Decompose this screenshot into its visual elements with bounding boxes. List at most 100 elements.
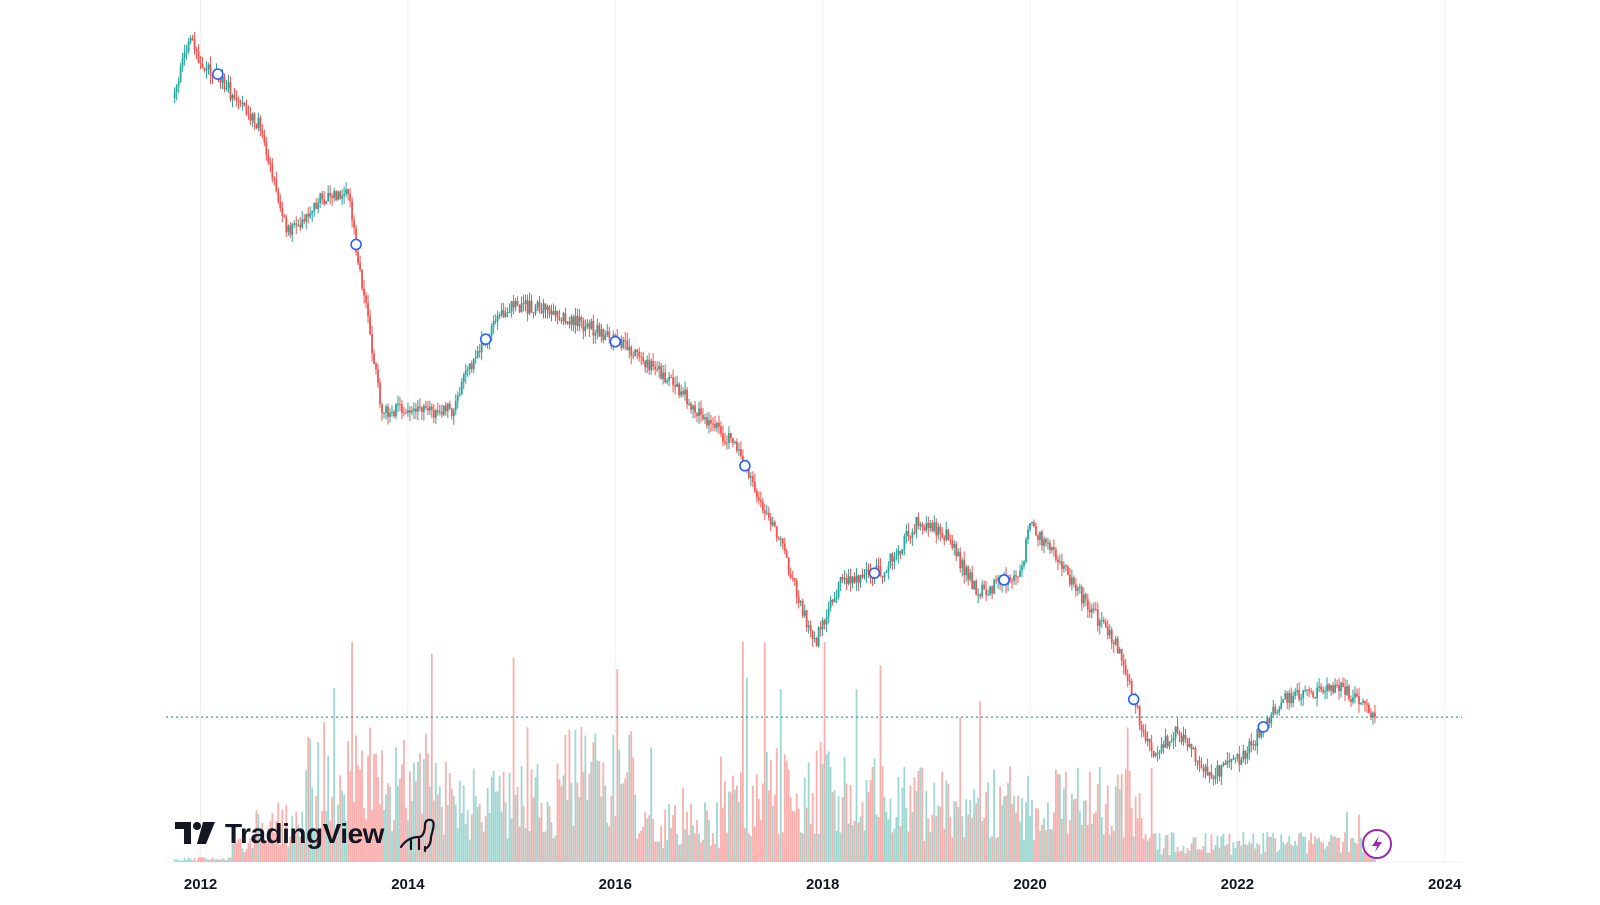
volume-bar <box>1220 836 1223 862</box>
candle-body <box>1094 609 1097 611</box>
volume-bar <box>1342 841 1344 862</box>
candle-body <box>1246 753 1249 759</box>
volume-bar <box>765 751 768 862</box>
volume-bar <box>1202 846 1205 862</box>
candle-body <box>1354 693 1356 698</box>
dividend-marker-icon[interactable] <box>1127 693 1140 706</box>
volume-bar <box>658 841 661 862</box>
candle-body <box>325 201 328 205</box>
candle-body <box>199 62 202 64</box>
volume-bar <box>303 839 306 862</box>
candle-body <box>1100 619 1103 621</box>
volume-bar <box>1114 786 1117 862</box>
candle-body <box>510 301 513 312</box>
volume-bar <box>1007 783 1009 862</box>
candle-body <box>189 38 192 42</box>
candle-body <box>1059 561 1061 563</box>
tradingview-logo[interactable]: TradingView <box>175 818 435 853</box>
volume-bar <box>1212 849 1215 862</box>
candle-body <box>1049 542 1051 550</box>
dividend-markers[interactable] <box>212 68 1270 733</box>
candle-body <box>887 566 890 572</box>
candle-body <box>921 523 924 528</box>
flash-news-icon[interactable] <box>1362 829 1392 859</box>
candle-body <box>927 522 930 529</box>
candle-body <box>827 607 830 617</box>
candle-body <box>732 438 734 443</box>
dividend-marker-icon[interactable] <box>998 574 1010 586</box>
volume-bar <box>634 794 637 862</box>
volume-bar <box>480 821 483 862</box>
volume-bar <box>397 785 399 862</box>
candle-body <box>728 433 730 444</box>
candle-body <box>426 407 429 411</box>
volume-bar <box>630 731 633 862</box>
candle-body <box>506 312 509 314</box>
volume-bar <box>953 801 956 862</box>
volume-bar <box>566 799 569 862</box>
volume-bar <box>269 821 272 862</box>
candle-body <box>757 497 760 501</box>
volume-bar <box>708 820 710 862</box>
volume-bar <box>909 785 912 862</box>
candle-body <box>941 532 944 538</box>
candle-body <box>634 349 637 356</box>
volume-bar <box>935 815 938 862</box>
candle-body <box>1240 759 1243 765</box>
candle-body <box>895 555 898 557</box>
price-pane[interactable] <box>173 31 1376 786</box>
candle-body <box>187 41 190 52</box>
volume-bar <box>331 796 334 862</box>
volume-bar <box>1176 847 1179 862</box>
candle-body <box>580 316 583 321</box>
dividend-marker-icon[interactable] <box>609 335 622 348</box>
volume-bar <box>379 804 381 862</box>
volume-bar <box>997 837 999 862</box>
candle-body <box>381 404 383 414</box>
candle-body <box>283 215 286 218</box>
candle-body <box>1212 777 1215 779</box>
volume-bar <box>652 819 655 862</box>
volume-bar <box>682 787 684 862</box>
volume-bar <box>434 763 437 862</box>
candle-body <box>969 572 972 580</box>
volume-bar <box>185 860 188 862</box>
dividend-marker-icon[interactable] <box>739 459 751 472</box>
volume-bar <box>207 859 210 862</box>
candle-body <box>720 426 722 434</box>
candle-body <box>245 106 248 114</box>
volume-bar <box>913 777 916 862</box>
volume-bar <box>177 860 180 862</box>
candle-body <box>438 411 441 413</box>
volume-bar <box>925 791 928 862</box>
volume-bar <box>877 817 880 862</box>
dividend-marker-icon[interactable] <box>350 238 362 251</box>
dividend-marker-icon[interactable] <box>1257 721 1270 733</box>
volume-bar <box>267 828 270 862</box>
volume-bar <box>199 857 202 862</box>
volume-bar <box>1322 842 1324 862</box>
candle-body <box>1053 547 1055 550</box>
volume-bar <box>299 836 302 862</box>
candle-body <box>877 565 880 567</box>
volume-bar <box>420 813 423 862</box>
candle-body <box>664 372 667 383</box>
volume-bar <box>297 824 300 862</box>
volume-bar <box>582 771 585 862</box>
volume-bar <box>688 835 690 862</box>
candle-body <box>973 580 976 590</box>
volume-bar <box>676 833 678 862</box>
candle-body <box>361 269 363 289</box>
volume-bar <box>720 756 722 862</box>
candle-body <box>686 389 688 405</box>
dividend-marker-icon[interactable] <box>212 68 224 80</box>
volume-bar <box>927 818 930 862</box>
candle-body <box>518 304 521 313</box>
dividend-marker-icon[interactable] <box>868 567 881 579</box>
candle-body <box>1158 751 1161 754</box>
volume-bar <box>923 841 926 862</box>
candle-body <box>349 193 351 201</box>
dividend-marker-icon[interactable] <box>479 333 492 346</box>
